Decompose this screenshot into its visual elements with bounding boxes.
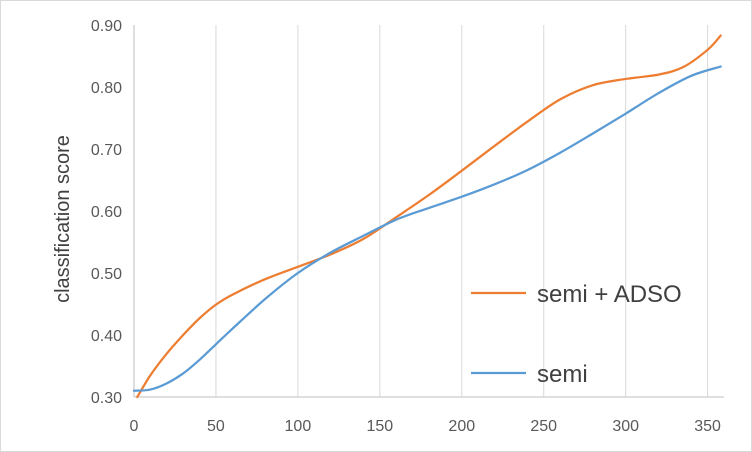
series-lines (132, 34, 722, 399)
legend-label: semi + ADSO (537, 281, 682, 308)
y-tick-label: 0.40 (91, 328, 122, 345)
x-tick-label: 50 (207, 418, 225, 435)
gridlines (215, 25, 709, 397)
x-tick-label: 300 (612, 418, 639, 435)
axes (133, 25, 724, 398)
series-line-semi (132, 65, 722, 392)
legend-label: semi (537, 361, 588, 388)
legend: semi + ADSO semi (471, 281, 682, 388)
series-line-semi-adso (136, 34, 722, 399)
y-tick-label: 0.60 (91, 204, 122, 221)
y-tick-label: 0.80 (91, 80, 122, 97)
x-tick-label: 0 (130, 418, 139, 435)
x-tick-label: 100 (285, 418, 312, 435)
y-axis-title: classification score (52, 135, 74, 303)
y-tick-label: 0.70 (91, 142, 122, 159)
x-tick-label: 350 (694, 418, 721, 435)
x-tick-label: 250 (530, 418, 557, 435)
y-tick-label: 0.50 (91, 266, 122, 283)
y-tick-labels: 0.30 0.40 0.50 0.60 0.70 0.80 0.90 (91, 18, 122, 407)
x-tick-label: 200 (448, 418, 475, 435)
x-tick-labels: 0 50 100 150 200 250 300 350 (130, 418, 722, 435)
x-tick-label: 150 (366, 418, 393, 435)
y-tick-label: 0.90 (91, 18, 122, 35)
y-tick-label: 0.30 (91, 390, 122, 407)
